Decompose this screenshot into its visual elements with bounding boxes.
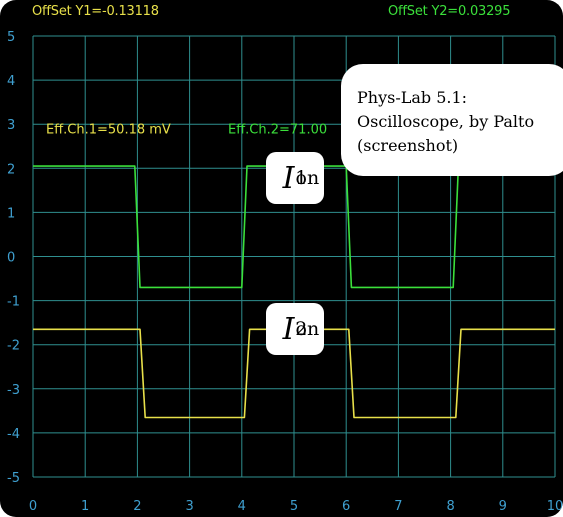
y-tick-label: 4 [7,74,15,89]
i2-superscript: on [295,318,320,340]
offset-y1-readout: OffSet Y1=-0.13118 [32,4,159,19]
info-line-app: Oscilloscope, by Palto [357,112,535,131]
y-tick-label: -2 [7,339,20,354]
y-tick-label: -3 [7,383,20,398]
y-tick-label: -1 [7,295,20,310]
i1-subscript: 1 [295,167,308,189]
y-tick-label: 2 [7,162,15,177]
x-tick-label: 5 [290,499,298,514]
info-line-note: (screenshot) [357,136,459,155]
eff-ch1-readout: Eff.Ch.1=50.18 mV [46,123,171,138]
offset-y2-readout: OffSet Y2=0.03295 [388,4,511,19]
x-tick-label: 1 [81,499,89,514]
y-tick-label: 0 [7,251,15,266]
y-tick-label: 3 [7,118,15,133]
x-tick-label: 10 [547,499,563,514]
info-callout: Phys-Lab 5.1: Oscilloscope, by Palto (sc… [341,64,563,176]
i2-subscript: 2 [295,318,308,340]
x-tick-label: 9 [499,499,507,514]
x-tick-label: 4 [238,499,246,514]
i1-symbol: I [282,160,295,196]
eff-ch2-readout: Eff.Ch.2=71.00 [228,123,327,138]
x-tick-label: 8 [446,499,454,514]
y-tick-label: -4 [7,427,20,442]
x-tick-label: 7 [394,499,402,514]
x-tick-label: 3 [185,499,193,514]
i1-superscript: on [295,167,320,189]
y-tick-label: -5 [7,471,20,486]
y-tick-label: 5 [7,30,15,45]
x-tick-label: 0 [29,499,37,514]
x-tick-label: 2 [133,499,141,514]
info-line-title: Phys-Lab 5.1: [357,88,468,107]
x-tick-label: 6 [342,499,350,514]
y-tick-label: 1 [7,206,15,221]
i2-symbol: I [282,311,295,347]
